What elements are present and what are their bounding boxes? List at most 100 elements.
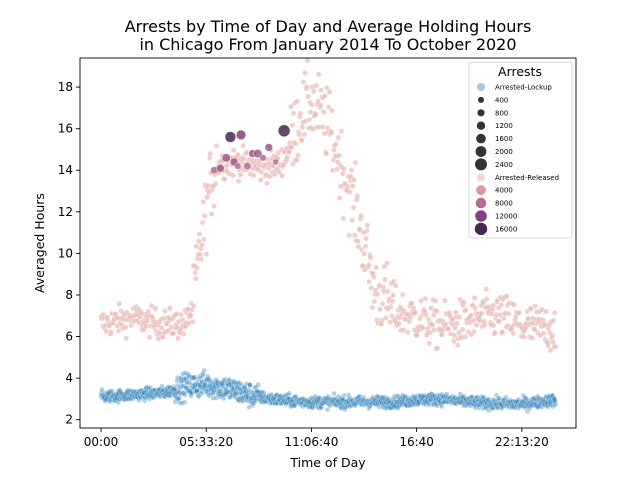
- released-point: [545, 342, 551, 349]
- released-point: [103, 328, 109, 334]
- lockup-point: [318, 405, 324, 411]
- lockup-point: [544, 401, 550, 407]
- lockup-point: [389, 402, 395, 408]
- released-point: [345, 183, 351, 190]
- released-point: [439, 331, 445, 338]
- lockup-point: [503, 394, 509, 400]
- released-point: [364, 228, 370, 234]
- released-point: [321, 109, 327, 115]
- released-point: [547, 347, 554, 354]
- released-point: [492, 329, 498, 336]
- released-point: [454, 320, 460, 326]
- released-point: [451, 338, 457, 344]
- lockup-point: [107, 388, 113, 394]
- released-point: [358, 246, 365, 253]
- lockup-point: [176, 390, 182, 396]
- y-tick-label: 2: [65, 413, 73, 427]
- lockup-point: [404, 403, 410, 409]
- lockup-point: [228, 381, 234, 387]
- lockup-point: [253, 397, 259, 403]
- lockup-point: [368, 400, 374, 406]
- data-points: [98, 57, 559, 414]
- released-point: [396, 320, 402, 327]
- lockup-point: [552, 399, 558, 405]
- released-point: [367, 254, 374, 261]
- lockup-point: [535, 404, 541, 410]
- released-point: [251, 172, 257, 179]
- released-point: [540, 330, 547, 336]
- lockup-point: [195, 382, 201, 388]
- lockup-point: [140, 387, 146, 393]
- lockup-point: [123, 394, 129, 400]
- released-point: [352, 159, 359, 166]
- lockup-point: [186, 375, 192, 381]
- lockup-point: [112, 396, 118, 402]
- lockup-point: [183, 376, 189, 382]
- lockup-point: [175, 390, 181, 396]
- lockup-point: [120, 391, 126, 397]
- lockup-point: [194, 388, 200, 394]
- released-point: [213, 143, 220, 149]
- released-point: [377, 306, 383, 312]
- released-point: [336, 195, 343, 201]
- released-point: [146, 334, 153, 341]
- released-point: [480, 299, 487, 306]
- released-point: [328, 129, 335, 136]
- released-point: [148, 302, 155, 309]
- lockup-point: [460, 396, 466, 402]
- released-point: [196, 231, 203, 237]
- lockup-point: [539, 404, 545, 410]
- released-point: [299, 137, 305, 144]
- released-point: [346, 189, 353, 195]
- released-point: [235, 178, 242, 184]
- lockup-point: [472, 403, 478, 409]
- lockup-point: [125, 396, 131, 402]
- lockup-point: [254, 388, 260, 394]
- lockup-point: [236, 386, 242, 392]
- released-point: [393, 282, 399, 289]
- released-point: [175, 335, 181, 341]
- highlight-point: [234, 162, 242, 170]
- released-point: [296, 131, 302, 138]
- lockup-point: [392, 396, 398, 402]
- released-point: [426, 340, 433, 347]
- released-point: [288, 103, 294, 110]
- released-point: [264, 180, 270, 187]
- lockup-point: [213, 380, 219, 386]
- lockup-point: [210, 395, 216, 401]
- released-point: [197, 251, 203, 258]
- highlight-point: [264, 143, 273, 152]
- lockup-point: [307, 399, 313, 405]
- lockup-point: [255, 382, 261, 388]
- x-tick-label: 22:13:20: [495, 435, 549, 449]
- lockup-point: [211, 389, 217, 395]
- y-axis-label: Averaged Hours: [32, 193, 47, 293]
- released-point: [304, 57, 311, 64]
- legend-label: 12000: [495, 213, 517, 221]
- released-point: [459, 326, 466, 333]
- lockup-point: [323, 396, 329, 402]
- lockup-point: [259, 389, 265, 395]
- lockup-point: [126, 396, 132, 402]
- released-point: [471, 328, 477, 335]
- released-point: [319, 124, 326, 130]
- lockup-point: [184, 379, 190, 385]
- legend-marker: [477, 173, 485, 182]
- released-point: [162, 308, 168, 315]
- released-point: [423, 312, 429, 318]
- released-point: [240, 156, 247, 162]
- lockup-point: [207, 382, 213, 388]
- released-point: [341, 166, 347, 172]
- released-point: [387, 303, 394, 310]
- lockup-point: [340, 397, 346, 403]
- released-point: [290, 110, 297, 116]
- released-point: [511, 302, 517, 308]
- lockup-point: [220, 383, 226, 389]
- lockup-point: [195, 392, 201, 398]
- lockup-point: [188, 391, 194, 397]
- y-tick-label: 6: [65, 330, 73, 344]
- released-point: [276, 169, 282, 175]
- released-point: [198, 256, 205, 262]
- lockup-point: [378, 398, 384, 404]
- lockup-point: [138, 395, 144, 401]
